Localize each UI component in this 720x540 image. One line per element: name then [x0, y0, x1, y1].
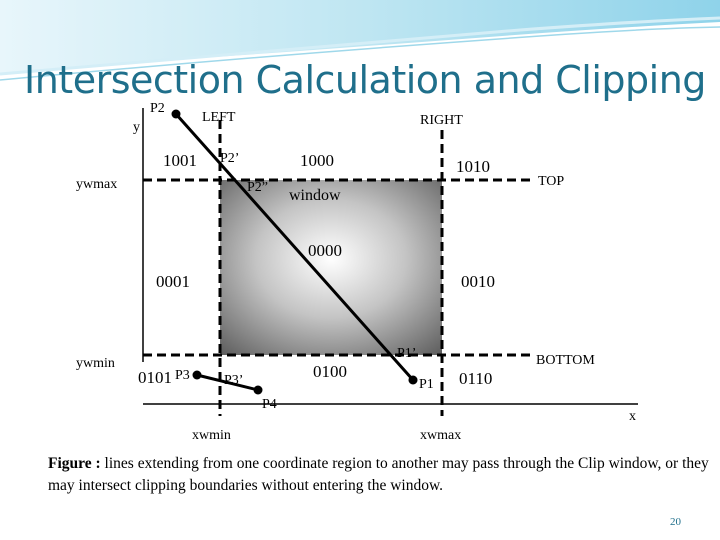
point-p2-double-prime-label: P2” — [247, 180, 268, 195]
segment-p2-p1 — [174, 113, 415, 381]
point-p3-label: P3 — [175, 368, 190, 383]
point-p1-prime-label: P1’ — [397, 346, 416, 361]
region-code-0101: 0101 — [138, 368, 172, 387]
region-code-0001: 0001 — [156, 272, 190, 291]
point-p1-marker — [408, 375, 418, 385]
point-p4-label: P4 — [262, 397, 277, 412]
segment-p3-p4 — [196, 373, 259, 392]
region-code-1000: 1000 — [300, 151, 334, 170]
right-label: RIGHT — [420, 113, 463, 128]
region-code-0010: 0010 — [461, 272, 495, 291]
bottom-label: BOTTOM — [536, 353, 595, 368]
point-p2-prime-label: P2’ — [220, 151, 239, 166]
xmax-label: xwmax — [420, 428, 461, 443]
point-p1-label: P1 — [419, 377, 434, 392]
figure-caption: Figure : lines extending from one coordi… — [48, 453, 720, 497]
left-label: LEFT — [202, 110, 236, 125]
region-code-1010: 1010 — [456, 157, 490, 176]
region-code-0110: 0110 — [459, 369, 492, 388]
caption-text: lines extending from one coordinate regi… — [48, 455, 709, 494]
x-axis-label: x — [629, 409, 636, 424]
ymin-label: ywmin — [76, 356, 115, 371]
page-number: 20 — [670, 516, 681, 528]
caption-prefix: Figure : — [48, 455, 101, 472]
point-p2-marker — [171, 109, 181, 119]
window-label: window — [289, 187, 341, 204]
point-p4-marker — [253, 385, 263, 395]
point-p2-label: P2 — [150, 101, 165, 116]
ymax-label: ywmax — [76, 177, 117, 192]
region-code-1001: 1001 — [163, 151, 197, 170]
clip-window — [220, 180, 442, 355]
xmin-label: xwmin — [192, 428, 231, 443]
y-axis-label: y — [133, 120, 140, 135]
slide-title: Intersection Calculation and Clipping — [24, 58, 706, 102]
header-decoration — [0, 0, 720, 81]
region-code-0100: 0100 — [313, 362, 347, 381]
point-p3-prime-label: P3’ — [224, 373, 243, 388]
point-p3-marker — [192, 370, 202, 380]
region-code-0000: 0000 — [308, 241, 342, 260]
top-label: TOP — [538, 174, 564, 189]
